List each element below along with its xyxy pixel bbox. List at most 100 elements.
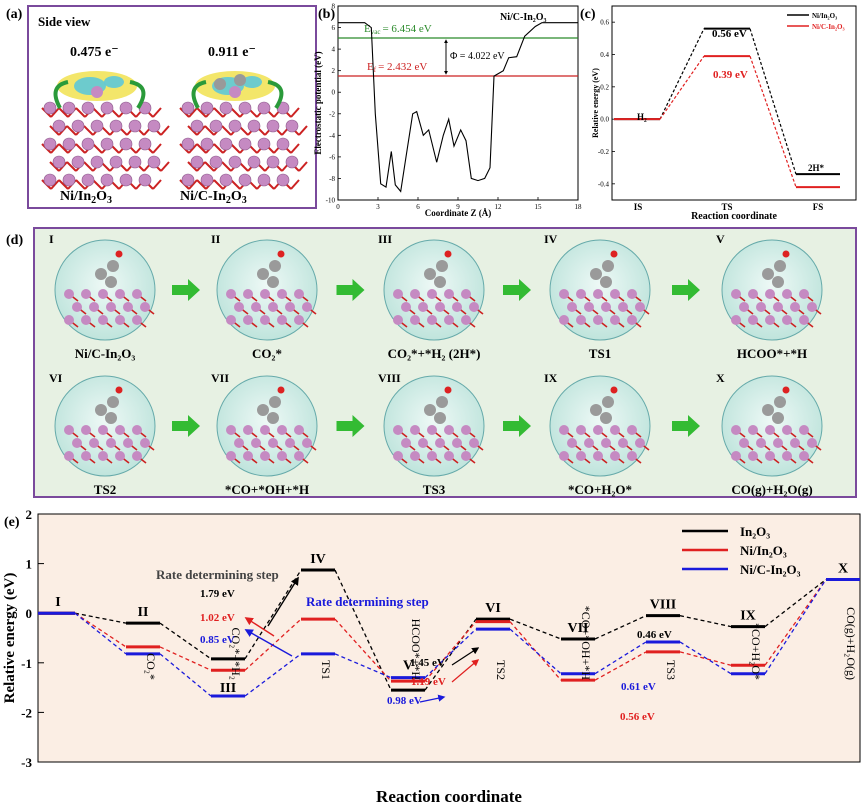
panel-b-yticks: 8 6 4 2 0 -2 -4 -6 -8 -10 — [326, 3, 341, 205]
panel-b-xticks: 0 3 6 9 12 15 18 — [336, 197, 582, 211]
charge-transfer-arrow — [267, 80, 284, 110]
in-atom — [52, 155, 66, 169]
in-atom — [285, 302, 295, 312]
c-atom — [107, 260, 119, 272]
c-atom — [214, 78, 226, 90]
in-atom — [731, 289, 741, 299]
state-label-IV: IV — [310, 552, 326, 567]
in-atom — [128, 119, 142, 133]
bond — [92, 143, 103, 154]
rds-blue-label: Rate determining step — [306, 594, 429, 609]
in-atom — [100, 137, 114, 151]
panel-c-yticks: 0.6 0.4 0.2 0.0 -0.2 -0.4 — [598, 19, 615, 188]
bond — [152, 179, 162, 190]
slab-right-structure — [179, 71, 308, 190]
in-atom — [576, 451, 586, 461]
bond — [58, 143, 69, 154]
bond — [196, 179, 207, 190]
ni-atom — [91, 86, 103, 98]
in-atom — [98, 425, 108, 435]
in-atom — [89, 302, 99, 312]
step-arrow — [172, 279, 200, 301]
xtick-label: CO₂* — [144, 653, 158, 680]
energy-connector — [679, 615, 732, 628]
panel-c-x-is: IS — [634, 202, 643, 212]
in-atom — [427, 451, 437, 461]
in-atom — [444, 289, 454, 299]
energy-connector — [74, 612, 127, 655]
in-atom — [260, 425, 270, 435]
panel-b-ylabel: Electrostatic potential (eV) — [313, 51, 323, 154]
panel-b: (b) Ni/C-In₂O₃ Evac = 6.454 eV Ef = 2.432 … — [313, 3, 582, 219]
in-atom — [584, 438, 594, 448]
panel-e-label: (e) — [4, 515, 20, 530]
step-arrow — [336, 279, 365, 301]
in-atom — [219, 173, 233, 187]
ytick-label: -8 — [329, 175, 335, 183]
in-atom — [285, 438, 295, 448]
ytick-label: 0.4 — [600, 51, 609, 59]
c-atom — [434, 412, 446, 424]
in-atom — [731, 425, 741, 435]
bond — [66, 161, 77, 172]
in-atom — [410, 451, 420, 461]
in-atom — [748, 451, 758, 461]
panel-e-axes — [37, 513, 861, 763]
xtick-label: TS2 — [494, 660, 508, 680]
charge-left: 0.475 e⁻ — [70, 45, 119, 60]
o-atom — [277, 250, 285, 258]
in-atom — [43, 173, 57, 187]
energy-connector — [159, 622, 212, 660]
c-atom — [107, 396, 119, 408]
panel-c-axes — [611, 5, 857, 201]
in-atom — [799, 425, 809, 435]
in-atom — [576, 425, 586, 435]
in-atom — [209, 155, 223, 169]
ni-atom — [229, 86, 241, 98]
in-atom — [226, 451, 236, 461]
xtick-label: 12 — [495, 203, 503, 211]
in-atom — [62, 101, 76, 115]
panel-c-h2-label: H₂ — [637, 112, 647, 122]
intermediate-cell: VII *CO+*OH+*H — [211, 371, 318, 497]
xtick-label: TS3 — [664, 660, 678, 680]
in-atom — [452, 302, 462, 312]
energy-connector — [509, 628, 562, 675]
in-atom — [627, 315, 637, 325]
ytick-label: 1 — [26, 557, 33, 572]
in-atom — [72, 438, 82, 448]
ann-119-arrow — [451, 659, 480, 683]
rds-black-arrow — [267, 576, 299, 627]
rds-red-arrow — [244, 617, 275, 637]
in-atom — [393, 451, 403, 461]
bond — [230, 179, 241, 190]
in-atom — [799, 289, 809, 299]
energy-connector — [749, 55, 797, 188]
c-atom — [269, 396, 281, 408]
in-atom — [285, 119, 299, 133]
in-atom — [100, 101, 114, 115]
in-atom — [410, 289, 420, 299]
energy-connector — [764, 579, 827, 675]
in-atom — [260, 315, 270, 325]
in-atom — [799, 451, 809, 461]
in-atom — [89, 438, 99, 448]
step-arrow — [336, 415, 365, 437]
intermediate-number: I — [49, 232, 54, 246]
state-label-II: II — [138, 605, 149, 620]
in-atom — [181, 137, 195, 151]
in-atom — [115, 315, 125, 325]
in-atom — [627, 289, 637, 299]
in-atom — [81, 425, 91, 435]
in-atom — [71, 119, 85, 133]
in-atom — [128, 155, 142, 169]
xtick-label: CO₂*+*H₂ — [229, 628, 243, 680]
rds-blue-arrow — [244, 629, 293, 657]
in-atom — [559, 451, 569, 461]
c-atom — [269, 260, 281, 272]
in-atom — [238, 173, 252, 187]
intermediate-number: IV — [544, 232, 558, 246]
in-atom — [243, 425, 253, 435]
in-atom — [100, 173, 114, 187]
